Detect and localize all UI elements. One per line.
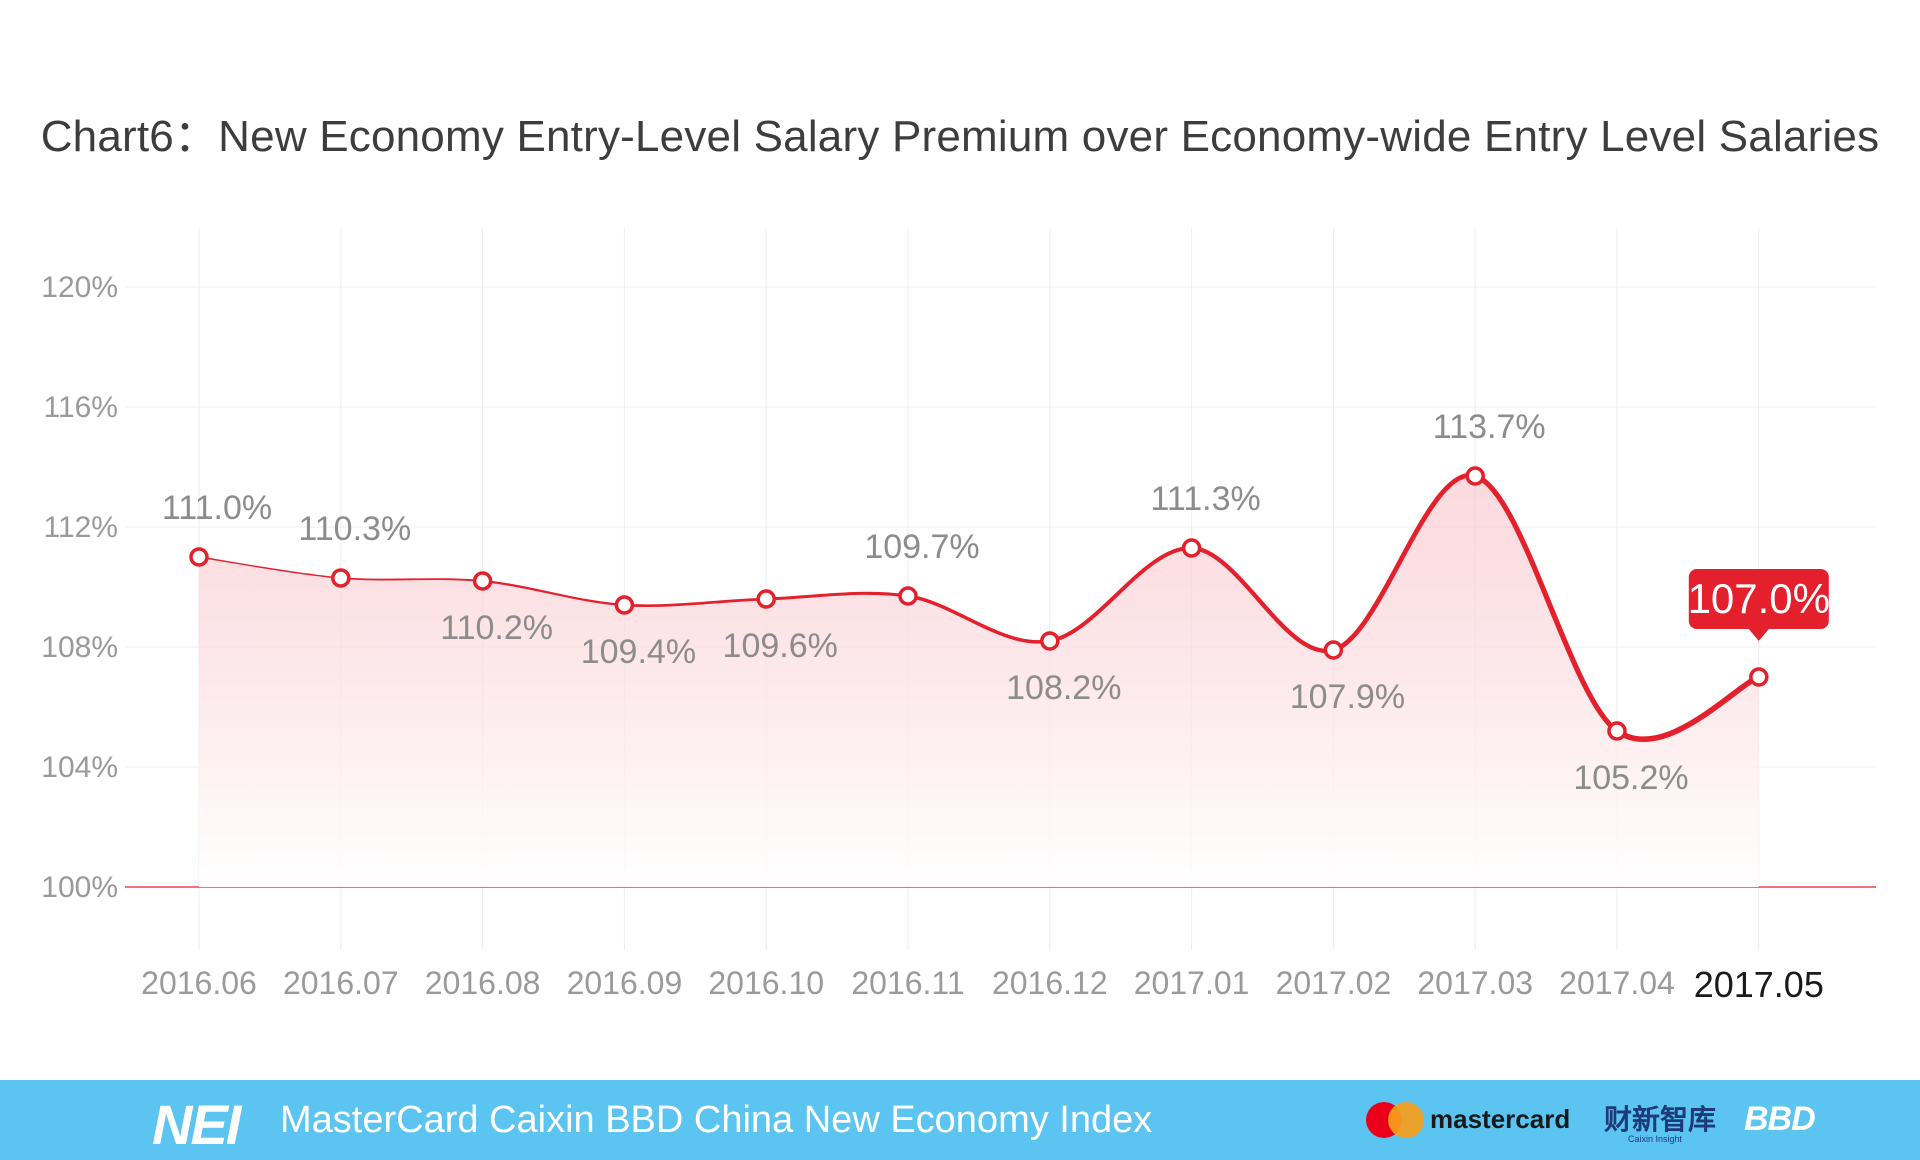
data-label: 107.9% [1290, 678, 1405, 716]
series-line-segment [623, 597, 768, 608]
y-tick-label: 112% [43, 511, 118, 544]
caixin-insight-subtitle: Caixin Insight [1628, 1134, 1683, 1144]
mastercard-orange-circle [1388, 1102, 1424, 1138]
x-tick-label: 2016.12 [992, 965, 1108, 1001]
data-label: 110.2% [440, 609, 553, 647]
data-label: 111.3% [1150, 480, 1260, 518]
caixin-insight-logo: 财新智库 [1604, 1104, 1717, 1135]
data-point [614, 595, 635, 615]
y-tick-label: 116% [43, 391, 118, 424]
axis-layer: 120% 116% 112% 108% 104% 100% 2016.06 2016.07 20… [41, 271, 1824, 1005]
data-point [1607, 721, 1627, 741]
series-line-segment [1189, 545, 1336, 653]
data-point [189, 547, 209, 567]
y-tick-label: 108% [41, 631, 118, 664]
data-point [1749, 667, 1769, 687]
line-chart: 111.0% 110.3% 110.2% 109.4% 109.6% 109.7% 108.… [41, 228, 1876, 1005]
y-tick-label: 100% [41, 871, 118, 904]
label-layer: 111.0% 110.3% 110.2% 109.4% 109.6% 109.7% 108.… [162, 408, 1830, 797]
mastercard-logo-icon [1366, 1102, 1426, 1138]
data-point [1465, 466, 1485, 486]
x-tick-label: 2016.06 [141, 965, 257, 1001]
series-area [199, 475, 1759, 887]
series-line-segment [906, 594, 1052, 644]
data-point [1181, 538, 1202, 558]
x-tick-label: 2016.09 [567, 965, 683, 1001]
footer-bar: NEI MasterCard Caixin BBD China New Econ… [0, 1080, 1920, 1160]
series-line-segment [339, 577, 484, 582]
data-label: 109.7% [864, 528, 979, 566]
data-label: 109.4% [581, 633, 696, 671]
series-line-segment [198, 556, 342, 579]
x-tick-label: 2016.11 [851, 965, 964, 1001]
x-tick-label: 2016.08 [425, 965, 541, 1001]
data-point [898, 586, 918, 606]
x-tick-label: 2017.01 [1134, 965, 1250, 1001]
data-label: 108.2% [1006, 669, 1121, 707]
x-tick-label: 2017.03 [1417, 965, 1533, 1001]
series-line-segment [1331, 473, 1478, 653]
chart-svg: 111.0% 110.3% 110.2% 109.4% 109.6% 109.7% 108.… [41, 228, 1876, 1005]
x-tick-label: 2016.10 [708, 965, 824, 1001]
data-label: 105.2% [1573, 759, 1688, 797]
y-tick-label: 104% [41, 751, 118, 784]
data-label: 113.7% [1433, 408, 1546, 446]
series-line-segment [1614, 674, 1762, 742]
line-layer [198, 473, 1762, 742]
highlight-callout [1688, 569, 1829, 629]
series-line-segment [764, 591, 910, 601]
data-point [1323, 640, 1344, 660]
data-point [756, 589, 776, 609]
point-layer [189, 466, 1769, 741]
x-tick-label: 2017.05 [1694, 964, 1824, 1005]
highlight-callout-pointer [1748, 629, 1769, 641]
data-label: 110.3% [298, 510, 411, 548]
mastercard-wordmark: mastercard [1430, 1104, 1571, 1134]
series-line-segment [481, 579, 626, 607]
y-tick-label: 120% [41, 271, 118, 304]
data-point [1040, 631, 1060, 651]
x-tick-label: 2016.07 [283, 965, 399, 1001]
highlight-data-label: 107.0% [1688, 575, 1830, 622]
chart-title: Chart6：New Economy Entry-Level Salary Pr… [40, 112, 1880, 161]
footer-title: MasterCard Caixin BBD China New Economy … [280, 1099, 1153, 1141]
x-tick-label: 2017.02 [1276, 965, 1392, 1001]
x-tick-label: 2017.04 [1559, 965, 1675, 1001]
series-line-segment [1047, 546, 1194, 643]
data-label: 109.6% [723, 627, 838, 665]
bbd-logo: BBD [1744, 1100, 1816, 1138]
data-point [331, 568, 351, 588]
series-line-segment [1472, 473, 1620, 734]
data-point [472, 571, 493, 591]
area-layer [199, 475, 1759, 887]
data-label: 111.0% [162, 489, 272, 527]
nei-logo: NEI [152, 1093, 241, 1156]
